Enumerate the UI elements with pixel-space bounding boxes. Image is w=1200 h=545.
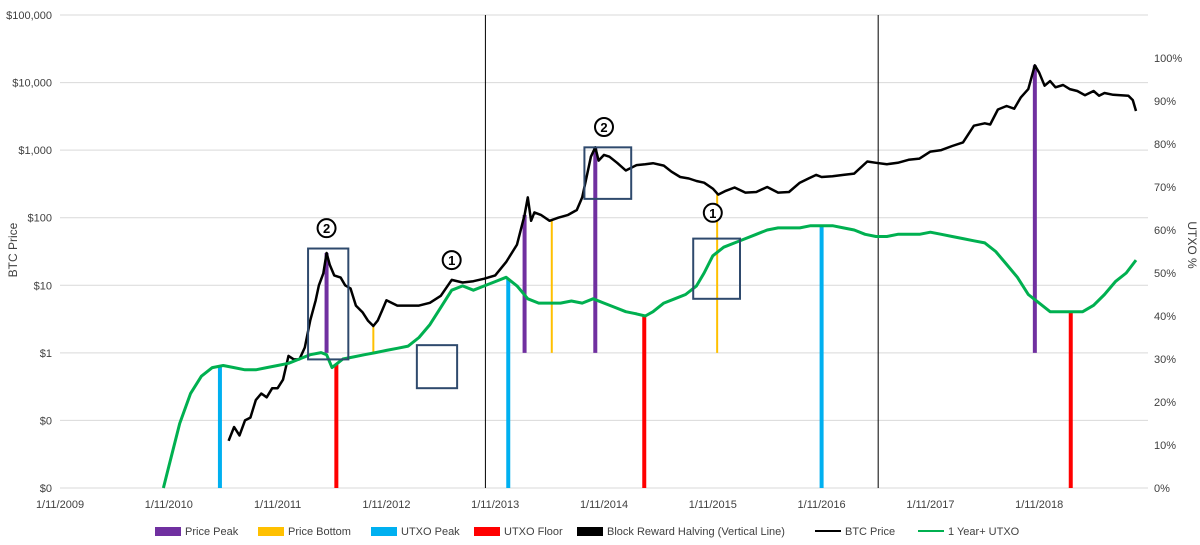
y-tick-label: $100,000 (6, 10, 52, 22)
legend-label: Price Bottom (288, 526, 351, 538)
x-tick-label: 1/11/2014 (580, 499, 628, 511)
legend-swatch (474, 527, 500, 536)
y-axis-ticks: $0 $0 $1 $10 $100 $1,000 $10,000 $100,000 (6, 10, 52, 495)
legend-label: 1 Year+ UTXO (948, 526, 1020, 538)
halving-lines (484, 15, 879, 488)
y-axis-title: BTC Price (6, 222, 20, 277)
highlight-box (692, 237, 742, 300)
y2-tick-label: 40% (1154, 311, 1176, 323)
annotation-circle (594, 117, 614, 138)
annotation-circle (316, 218, 337, 239)
highlight-boxes (307, 146, 742, 390)
annotations: 2 2 1 1 (316, 117, 723, 271)
x-tick-label: 1/11/2015 (689, 499, 737, 511)
y2-tick-label: 0% (1154, 483, 1170, 495)
x-tick-label: 1/11/2012 (362, 499, 410, 511)
y2-tick-label: 50% (1154, 268, 1176, 280)
annotation-label: 1 (709, 206, 716, 221)
x-tick-label: 1/11/2010 (145, 499, 193, 511)
y-tick-label: $10 (34, 280, 52, 292)
x-axis-ticks: 1/11/2009 1/11/2010 1/11/2011 1/11/2012 1/11… (36, 499, 1063, 511)
annotation-label: 2 (323, 221, 330, 236)
annotation-circle (702, 202, 723, 223)
legend-label: UTXO Floor (504, 526, 563, 538)
annotation-circle (441, 250, 462, 271)
highlight-box (583, 146, 633, 200)
y2-tick-label: 10% (1154, 440, 1176, 452)
y-tick-label: $0 (40, 483, 52, 495)
grid-lines (60, 14, 1148, 489)
y2-tick-label: 80% (1154, 139, 1176, 151)
x-tick-label: 1/11/2018 (1015, 499, 1063, 511)
highlight-box (307, 247, 350, 361)
utxo-line (161, 224, 1138, 489)
y2-axis-ticks: 0% 10% 20% 30% 40% 50% 60% 70% 80% 90% 100% (1154, 53, 1182, 495)
legend-label: UTXO Peak (401, 526, 460, 538)
legend-label: Price Peak (185, 526, 239, 538)
legend-swatch (258, 527, 284, 536)
y2-tick-label: 90% (1154, 96, 1176, 108)
event-markers (217, 65, 1073, 488)
x-tick-label: 1/11/2017 (906, 499, 954, 511)
series-lines (161, 64, 1138, 489)
legend-swatch (155, 527, 181, 536)
legend-swatch (371, 527, 397, 536)
x-tick-label: 1/11/2013 (471, 499, 519, 511)
legend: Price Peak Price Bottom UTXO Peak UTXO Floo… (155, 526, 1020, 538)
btc-price-line (227, 64, 1138, 442)
annotation-label: 2 (600, 120, 607, 135)
y2-tick-label: 30% (1154, 354, 1176, 366)
x-tick-label: 1/11/2011 (254, 499, 301, 511)
y-tick-label: $0 (40, 415, 52, 427)
legend-label: Block Reward Halving (Vertical Line) (607, 526, 785, 538)
x-tick-label: 1/11/2016 (798, 499, 846, 511)
legend-swatch (577, 527, 603, 536)
y-tick-label: $1,000 (18, 145, 52, 157)
y2-axis-title: UTXO % (1185, 221, 1199, 269)
y-tick-label: $1 (40, 348, 52, 360)
legend-label: BTC Price (845, 526, 895, 538)
y-tick-label: $10,000 (12, 78, 52, 90)
y2-tick-label: 70% (1154, 182, 1176, 194)
y-tick-label: $100 (28, 213, 52, 225)
y2-tick-label: 100% (1154, 53, 1182, 65)
annotation-label: 1 (448, 253, 455, 268)
y2-tick-label: 20% (1154, 397, 1176, 409)
y2-tick-label: 60% (1154, 225, 1176, 237)
highlight-box (415, 344, 459, 390)
x-tick-label: 1/11/2009 (36, 499, 84, 511)
